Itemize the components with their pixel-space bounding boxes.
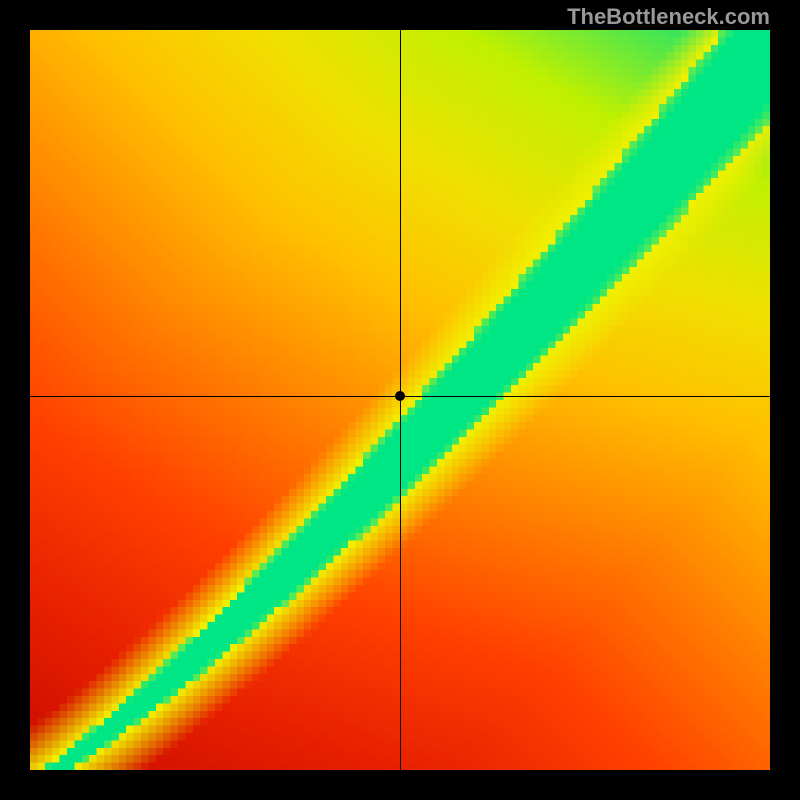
watermark-text: TheBottleneck.com (567, 4, 770, 30)
heatmap-plot-area (30, 30, 770, 770)
heatmap-canvas (30, 30, 770, 770)
chart-frame: TheBottleneck.com (0, 0, 800, 800)
